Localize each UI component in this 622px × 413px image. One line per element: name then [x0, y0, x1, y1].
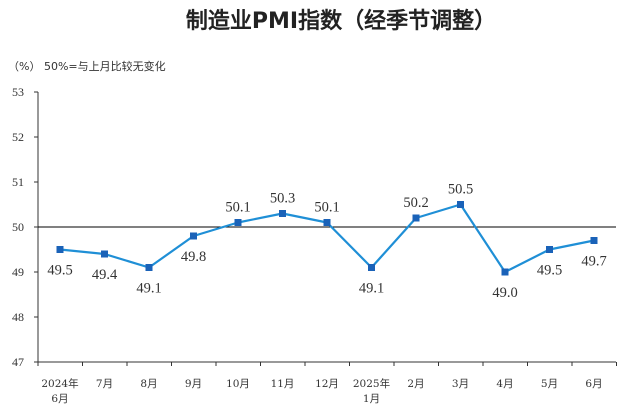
- y-tick-label: 47: [12, 355, 24, 369]
- data-label: 50.5: [448, 182, 473, 198]
- x-tick-label: 12月: [315, 378, 339, 390]
- data-point: [412, 214, 420, 222]
- y-tick-labels: 47 48 49 50 51 52 53: [12, 85, 24, 369]
- data-point: [56, 246, 64, 253]
- y-tick-label: 52: [12, 130, 24, 144]
- data-point: [145, 264, 153, 271]
- x-tick-label: 2024年: [41, 377, 78, 390]
- data-point: [368, 264, 375, 271]
- y-tick-label: 53: [12, 85, 24, 99]
- x-tick-label: 7月: [96, 378, 113, 390]
- x-tick-label: 8月: [140, 378, 157, 390]
- y-tick-label: 50: [12, 220, 24, 234]
- data-label: 49.1: [136, 281, 161, 297]
- data-label: 49.0: [492, 285, 517, 301]
- data-point: [101, 250, 108, 258]
- data-label: 50.1: [225, 200, 250, 216]
- x-tick-label: 5月: [541, 378, 558, 390]
- data-label: 49.5: [47, 263, 72, 279]
- data-point: [234, 219, 242, 226]
- x-tick-label: 2025年: [353, 377, 390, 390]
- x-tick-label: 1月: [363, 393, 380, 405]
- x-tick-label: 2月: [407, 378, 424, 390]
- chart-title: 制造业PMI指数（经季节调整）: [186, 8, 496, 34]
- data-point: [323, 219, 331, 226]
- data-label: 49.7: [581, 254, 606, 270]
- data-point: [501, 268, 509, 276]
- unit-note: （%） 50%=与上月比较无变化: [8, 59, 166, 73]
- x-tick-label: 6月: [51, 393, 68, 405]
- x-tick-label: 9月: [185, 378, 202, 390]
- y-tick-label: 48: [12, 310, 24, 324]
- data-point: [190, 232, 197, 240]
- data-label: 49.1: [359, 281, 384, 297]
- x-tick-labels: 2024年 6月 7月 8月 9月 10月 11月 12月 2025年 1月 2月 3月 4月 5月 6月: [41, 377, 602, 405]
- data-label: 49.4: [92, 267, 118, 283]
- data-label: 49.5: [537, 263, 562, 279]
- series-pmi: [56, 201, 598, 276]
- data-point: [457, 201, 464, 208]
- data-point: [279, 210, 286, 217]
- x-tick-label: 4月: [496, 378, 513, 390]
- data-point: [590, 237, 598, 244]
- axes: [34, 91, 617, 366]
- data-label: 50.1: [314, 200, 339, 216]
- x-tick-label: 10月: [226, 378, 250, 390]
- data-point: [546, 246, 553, 253]
- x-tick-label: 6月: [585, 378, 602, 390]
- data-labels: 49.5 49.4 49.1 49.8 50.1 50.3 50.1 49.1 50.2 50.5…: [47, 182, 606, 302]
- data-label: 50.2: [403, 195, 428, 211]
- x-tick-label: 3月: [452, 378, 469, 390]
- y-tick-label: 49: [12, 265, 24, 279]
- x-tick-label: 11月: [271, 378, 295, 390]
- data-label: 50.3: [270, 191, 295, 207]
- data-label: 49.8: [181, 249, 206, 265]
- y-tick-label: 51: [12, 175, 24, 189]
